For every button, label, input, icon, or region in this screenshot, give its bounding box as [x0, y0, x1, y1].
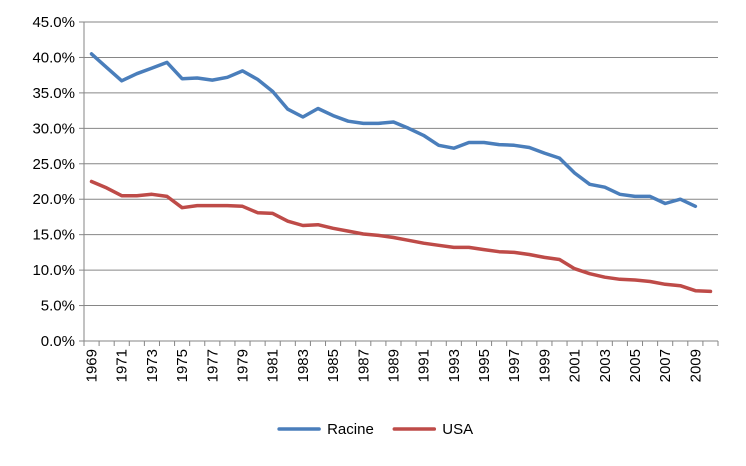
x-tick-label: 1979 [235, 349, 252, 382]
axes [79, 21, 719, 346]
series-line-racine [89, 52, 698, 209]
y-tick-label: 30.0% [32, 120, 75, 137]
x-tick-label: 2007 [657, 349, 674, 382]
x-tick-label: 2003 [597, 349, 614, 382]
legend-item-racine: Racine [277, 421, 374, 438]
legend-label: Racine [327, 421, 374, 438]
x-tick-label: 1971 [114, 349, 131, 382]
series-lines [89, 52, 713, 294]
x-tick-label: 1999 [536, 349, 553, 382]
x-tick-label: 1981 [265, 349, 282, 382]
x-axis-ticks: 1969 1971 1973 1975 1977 1979 1981 1983 1985 1987… [84, 349, 705, 382]
x-tick-label: 1993 [446, 349, 463, 382]
x-tick-label: 1989 [385, 349, 402, 382]
gridlines [84, 21, 718, 307]
y-axis-ticks: 0.0% 5.0% 10.0% 15.0% 20.0% 25.0% 30.0% 35.0% 40… [32, 14, 75, 350]
x-tick-label: 1997 [506, 349, 523, 382]
x-tick-label: 1975 [174, 349, 191, 382]
x-tick-label: 2001 [567, 349, 584, 382]
x-tick-label: 2005 [627, 349, 644, 382]
x-tick-label: 1987 [355, 349, 372, 382]
x-tick-label: 1969 [84, 349, 101, 382]
x-tick-label: 2009 [687, 349, 704, 382]
x-tick-label: 1983 [295, 349, 312, 382]
y-tick-label: 45.0% [32, 14, 75, 31]
series-line-usa [89, 179, 713, 294]
x-tick-label: 1973 [144, 349, 161, 382]
x-tick-label: 1995 [476, 349, 493, 382]
y-tick-label: 40.0% [32, 49, 75, 66]
legend-item-usa: USA [392, 421, 473, 438]
y-tick-label: 35.0% [32, 85, 75, 102]
y-tick-label: 0.0% [41, 333, 75, 350]
legend-label: USA [442, 421, 473, 438]
y-tick-label: 25.0% [32, 156, 75, 173]
x-tick-label: 1977 [204, 349, 221, 382]
y-tick-label: 20.0% [32, 191, 75, 208]
x-tick-label: 1991 [416, 349, 433, 382]
y-tick-label: 15.0% [32, 227, 75, 244]
y-tick-label: 10.0% [32, 262, 75, 279]
y-tick-label: 5.0% [41, 298, 75, 315]
x-tick-label: 1985 [325, 349, 342, 382]
legend: Racine USA [277, 421, 473, 438]
